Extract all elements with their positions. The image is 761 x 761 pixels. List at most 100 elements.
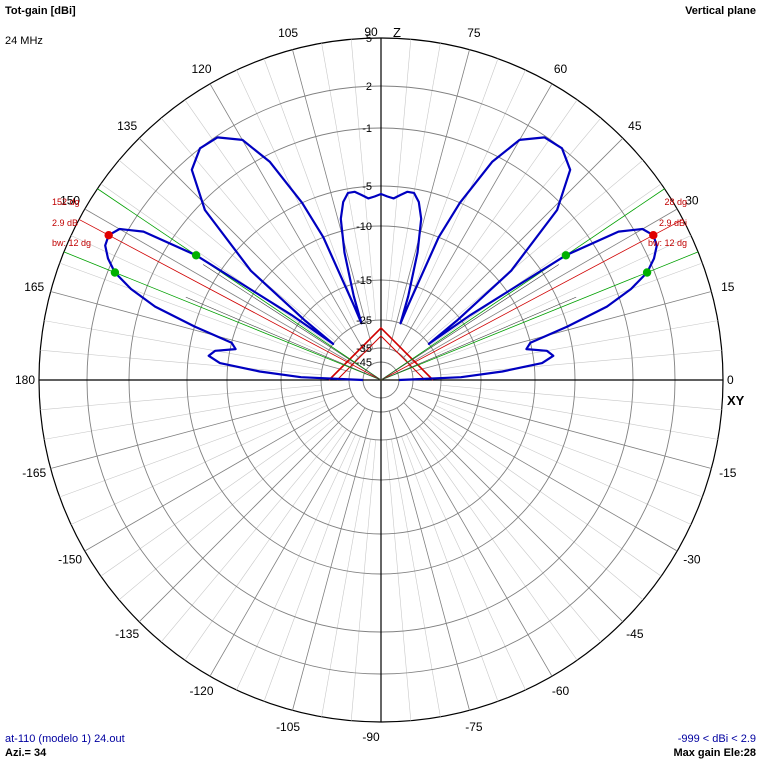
major-spoke — [403, 402, 624, 623]
minor-spoke — [437, 262, 703, 360]
major-spoke — [50, 387, 351, 469]
minor-spoke — [440, 349, 722, 376]
major-spoke — [209, 407, 366, 677]
minor-spoke — [236, 69, 356, 326]
minor-spoke — [100, 183, 333, 346]
file-name: at-110 (modelo 1) 24.out — [5, 733, 125, 745]
minor-spoke — [70, 405, 327, 525]
minor-spoke — [401, 58, 499, 324]
major-spoke — [388, 49, 470, 350]
annotation-left: bw: 12 dg — [52, 238, 91, 248]
xy-axis-label: XY — [727, 393, 745, 408]
minor-spoke — [184, 99, 347, 332]
major-spoke — [411, 387, 712, 469]
minor-spoke — [118, 418, 336, 601]
radial-label: 2 — [366, 81, 372, 93]
minor-spoke — [440, 320, 718, 370]
minor-spoke — [44, 390, 322, 440]
half-power-marker — [561, 251, 571, 260]
minor-spoke — [321, 439, 371, 717]
minor-spoke — [419, 117, 602, 335]
minor-spoke — [263, 436, 361, 702]
angle-label: 105 — [278, 26, 298, 40]
half-power-marker — [191, 251, 201, 260]
angle-label: 135 — [117, 119, 137, 133]
angle-label: -45 — [626, 627, 644, 641]
major-spoke — [292, 49, 374, 350]
radial-label: -1 — [362, 123, 372, 135]
minor-spoke — [40, 384, 322, 411]
minor-spoke — [429, 183, 662, 346]
angle-label: -165 — [22, 466, 46, 480]
radial-label: -15 — [356, 275, 372, 287]
half-power-line — [97, 188, 382, 381]
minor-spoke — [426, 159, 644, 342]
angle-label: -90 — [362, 730, 380, 744]
chart-labels: 0 15 30 45 60 75 90 105 120 135 150 165 180 -165 -150 -… — [15, 25, 745, 744]
major-spoke — [292, 410, 374, 711]
annotation-right: 2.9 dBi — [659, 218, 687, 228]
minor-spoke — [440, 390, 718, 440]
angle-label: -150 — [58, 553, 82, 567]
max-gain-marker — [649, 231, 658, 240]
markers — [104, 231, 658, 277]
minor-spoke — [435, 235, 692, 355]
radial-label: -5 — [362, 181, 372, 193]
major-spoke — [388, 410, 470, 711]
minor-spoke — [321, 43, 371, 321]
minor-spoke — [160, 425, 343, 643]
minor-spoke — [100, 414, 333, 577]
minor-spoke — [40, 349, 322, 376]
radial-label: 5 — [366, 33, 372, 45]
azimuth-label: Azi.= 34 — [5, 747, 47, 759]
minor-spoke — [415, 99, 578, 332]
minor-spoke — [184, 428, 347, 661]
major-spoke — [138, 137, 359, 358]
minor-spoke — [236, 434, 356, 691]
annotation-left: 152 dg — [52, 197, 80, 207]
major-spoke — [209, 83, 366, 353]
minor-spoke — [415, 428, 578, 661]
angle-label: -60 — [552, 684, 570, 698]
max-gain-line — [380, 219, 684, 381]
minor-spoke — [350, 39, 377, 321]
minor-spoke — [59, 400, 325, 498]
radial-label: -45 — [356, 357, 372, 369]
antenna-inner — [336, 335, 426, 381]
guide-line — [380, 264, 559, 381]
annotation-left: 2.9 dB — [52, 218, 78, 228]
minor-spoke — [385, 39, 412, 321]
major-spoke — [396, 407, 553, 677]
minor-spoke — [406, 69, 526, 326]
minor-spoke — [401, 436, 499, 702]
major-spoke — [84, 395, 354, 552]
annotation-right: bw: 12 dg — [648, 238, 687, 248]
major-spoke — [84, 208, 354, 365]
radial-label: -35 — [356, 343, 372, 355]
annotation-right: 28 dg — [664, 197, 687, 207]
guide-line — [380, 296, 577, 381]
half-power-marker — [110, 268, 120, 277]
major-spoke — [50, 291, 351, 373]
angle-label: -75 — [465, 720, 483, 734]
minor-spoke — [44, 320, 322, 370]
major-spoke — [138, 402, 359, 623]
angle-label: 120 — [191, 62, 211, 76]
chart-title: Tot-gain [dBi] — [5, 5, 76, 17]
radial-label: -10 — [356, 221, 372, 233]
minor-spoke — [437, 400, 703, 498]
angle-label: -135 — [115, 627, 139, 641]
angle-label: 45 — [628, 119, 642, 133]
minor-spoke — [440, 384, 722, 411]
minor-spoke — [59, 262, 325, 360]
radial-label: -25 — [356, 315, 372, 327]
angle-label: 0 — [727, 373, 734, 387]
max-gain-marker — [104, 231, 113, 240]
minor-spoke — [160, 117, 343, 335]
angle-label: -120 — [189, 684, 213, 698]
angle-label: 15 — [721, 280, 735, 294]
minor-spoke — [406, 434, 526, 691]
major-spoke — [408, 395, 678, 552]
major-spoke — [411, 291, 712, 373]
